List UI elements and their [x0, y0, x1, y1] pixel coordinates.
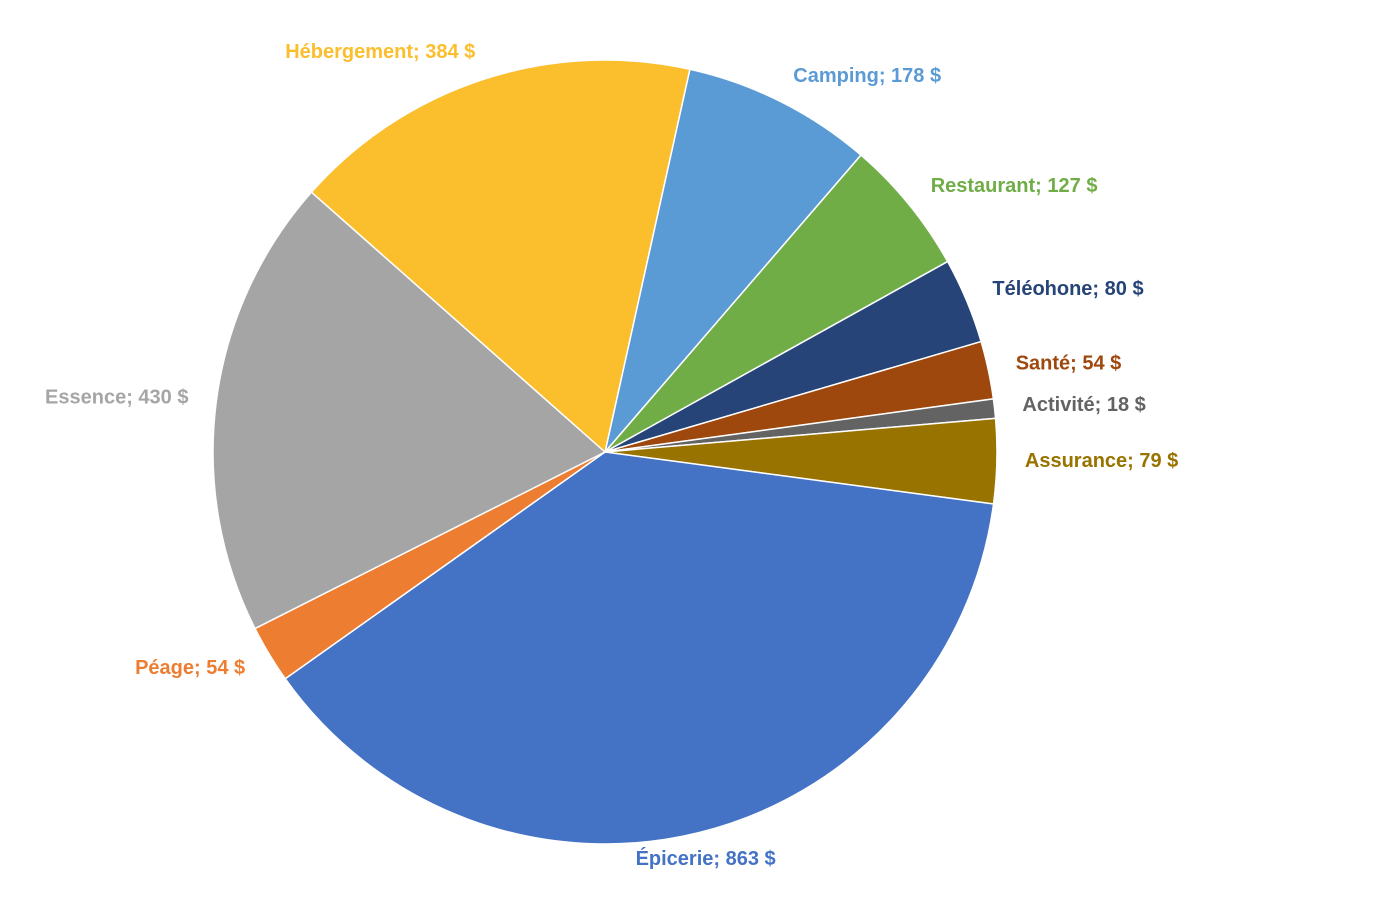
- data-label: Téléohone; 80 $: [992, 278, 1143, 300]
- pie-slice: [310, 59, 691, 454]
- data-label: Péage; 54 $: [135, 657, 245, 679]
- data-label: Activité; 18 $: [1022, 394, 1145, 416]
- data-label: Restaurant; 127 $: [931, 175, 1098, 197]
- pie-slice: [212, 191, 607, 630]
- data-label: Assurance; 79 $: [1025, 450, 1178, 472]
- pie-slice: [604, 154, 949, 453]
- data-label: Épicerie; 863 $: [636, 847, 776, 870]
- data-label: Santé; 54 $: [1016, 352, 1122, 374]
- data-label: Camping; 178 $: [793, 65, 941, 87]
- pie-slice: [284, 451, 995, 845]
- data-label: Essence; 430 $: [45, 386, 188, 408]
- data-label: Hébergement; 384 $: [285, 41, 475, 63]
